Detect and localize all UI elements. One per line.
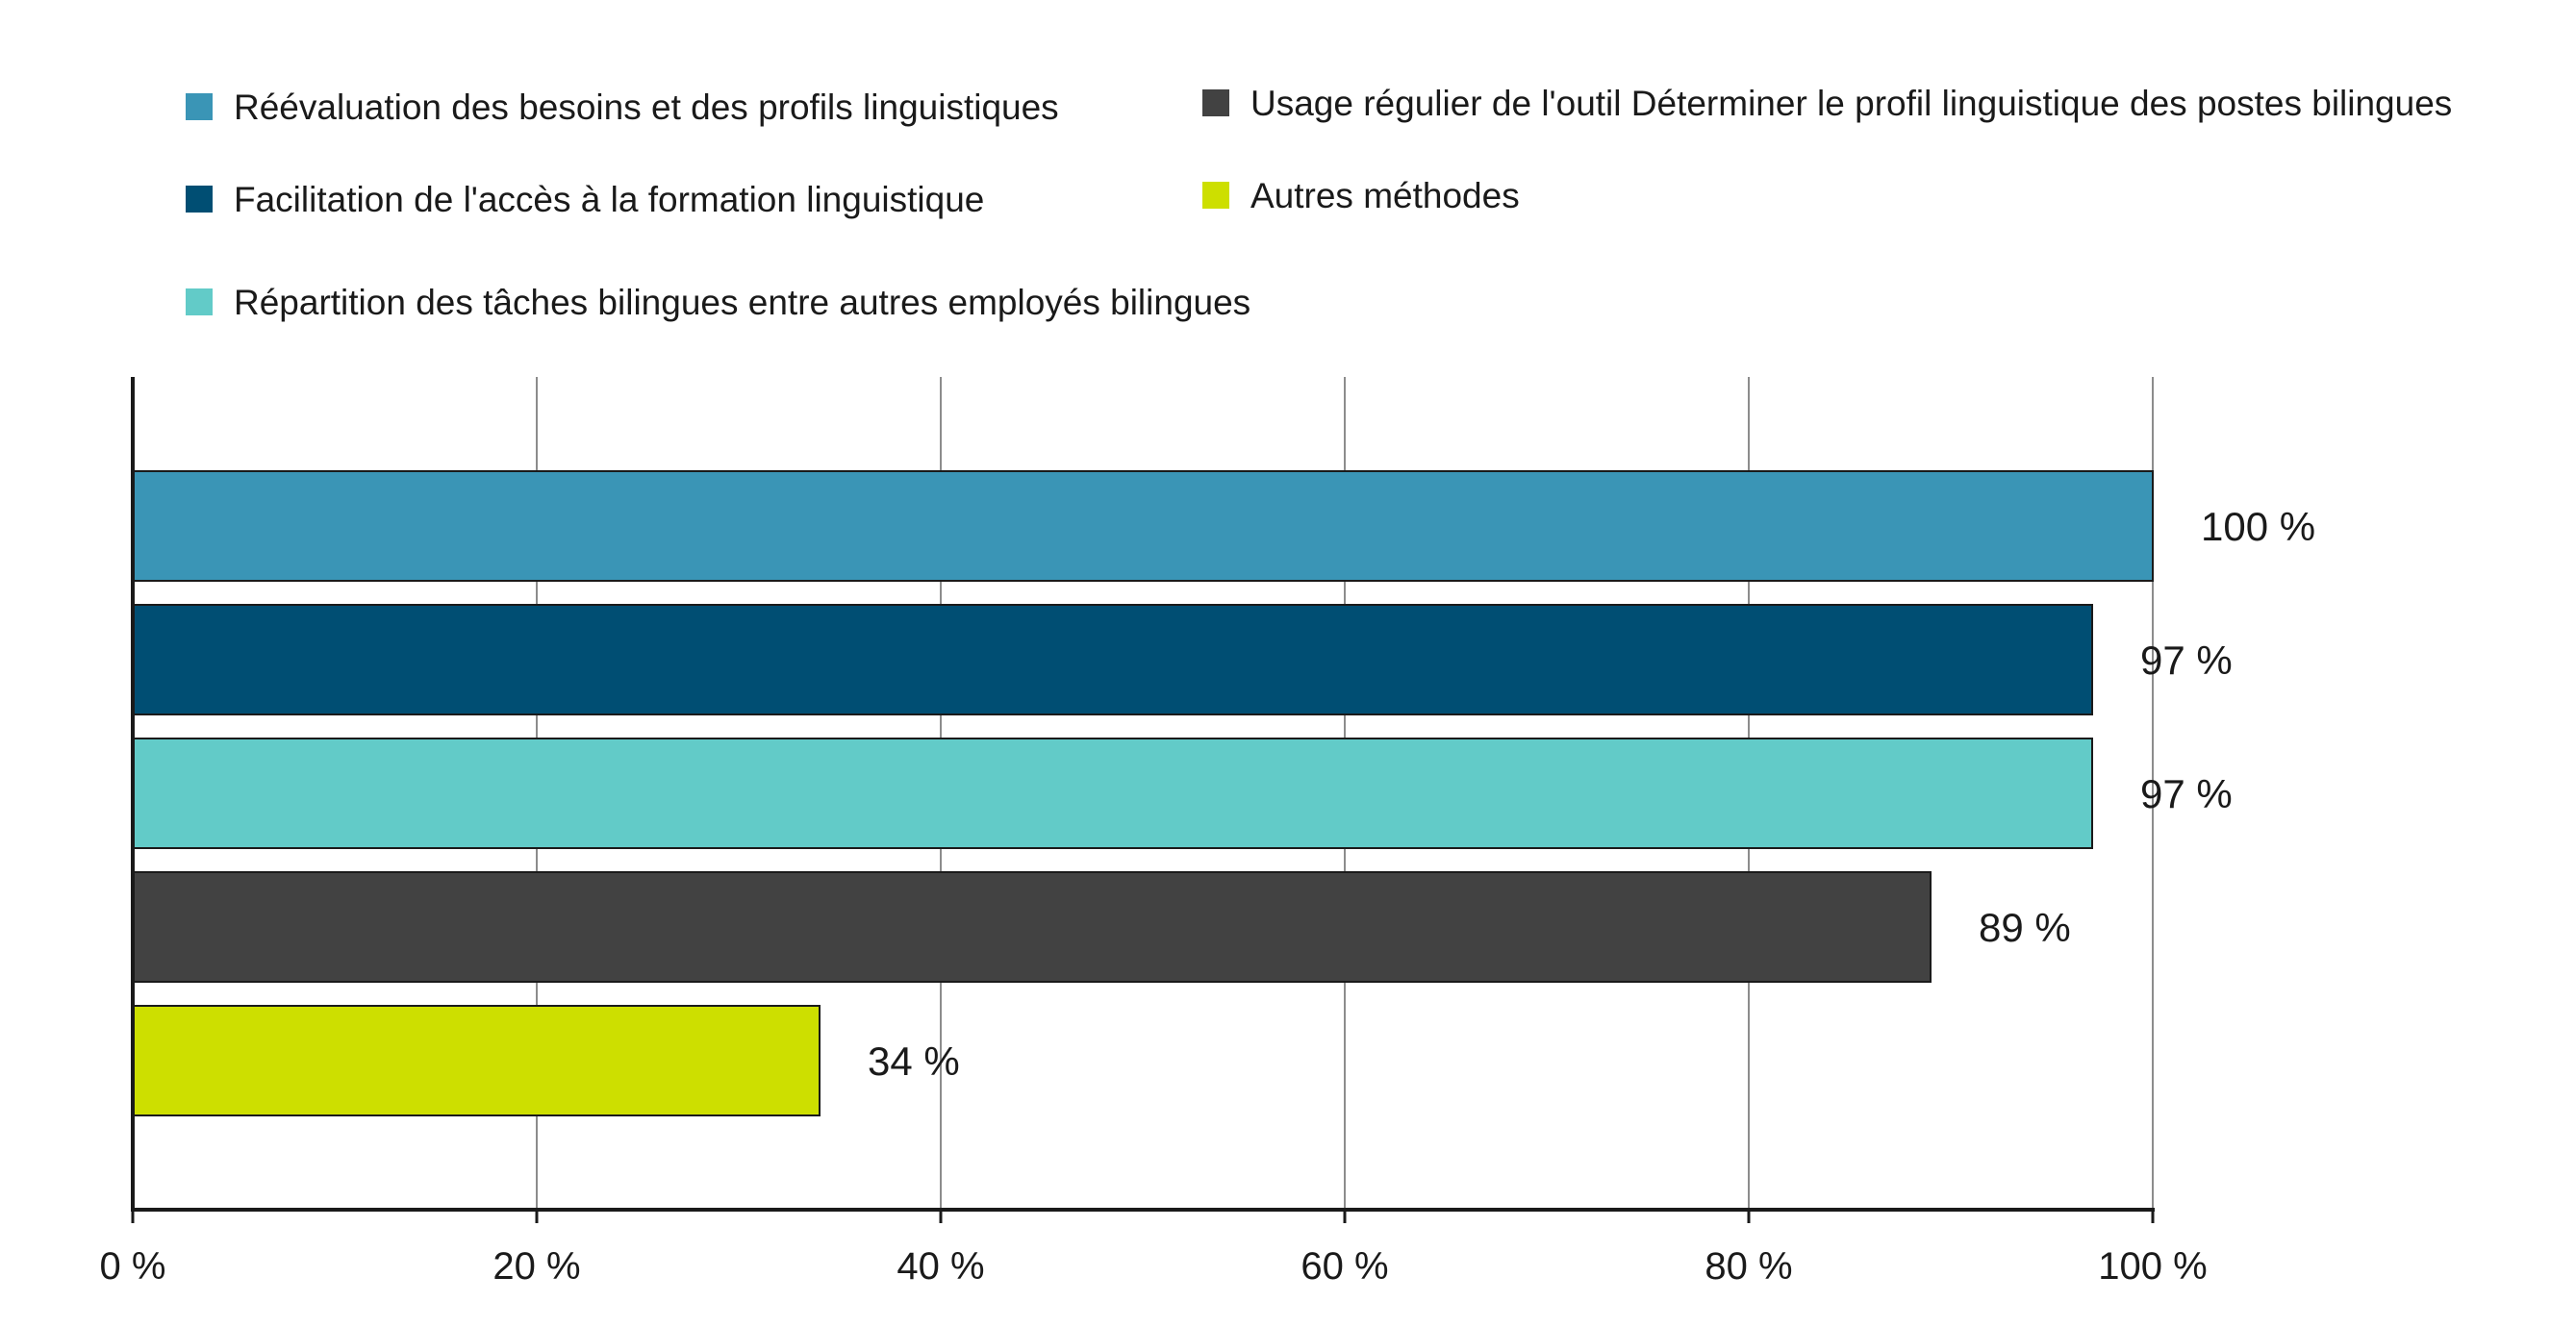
x-tick-label: 100 % — [2098, 1245, 2207, 1288]
bar-value-label: 34 % — [868, 1039, 960, 1084]
legend-label: Facilitation de l'accès à la formation l… — [234, 180, 984, 219]
bar — [132, 470, 2154, 582]
legend: Réévaluation des besoins et des profils … — [186, 84, 2452, 322]
bars — [132, 470, 2154, 1116]
bar-value-label: 97 % — [2140, 638, 2233, 683]
legend-item: Autres méthodes — [1202, 176, 1520, 215]
legend-swatch — [1202, 89, 1229, 116]
bar-value-label: 97 % — [2140, 771, 2233, 816]
legend-label: Autres méthodes — [1250, 176, 1520, 215]
bar-value-label: 89 % — [1979, 905, 2071, 950]
legend-item: Usage régulier de l'outil Déterminer le … — [1202, 84, 2452, 123]
legend-item: Facilitation de l'accès à la formation l… — [186, 180, 984, 219]
legend-swatch — [186, 186, 213, 213]
bar — [132, 1005, 821, 1116]
axes: 0 % 20 % 40 % 60 % 80 % 100 % — [100, 377, 2208, 1288]
value-labels: 100 % 97 % 97 % 89 % 34 % — [868, 504, 2315, 1084]
legend-item: Répartition des tâches bilingues entre a… — [186, 283, 1250, 322]
legend-swatch — [186, 93, 213, 120]
legend-swatch — [1202, 182, 1229, 209]
x-tick-label: 20 % — [492, 1245, 580, 1288]
x-tick-label: 40 % — [897, 1245, 984, 1288]
legend-label: Répartition des tâches bilingues entre a… — [234, 283, 1250, 322]
legend-label: Usage régulier de l'outil Déterminer le … — [1250, 84, 2452, 123]
x-tick-label: 60 % — [1301, 1245, 1388, 1288]
legend-item: Réévaluation des besoins et des profils … — [186, 88, 1059, 127]
bar — [132, 871, 1932, 983]
legend-label: Réévaluation des besoins et des profils … — [234, 88, 1059, 127]
bar-value-label: 100 % — [2201, 504, 2315, 549]
bar — [132, 604, 2093, 715]
x-tick-label: 80 % — [1705, 1245, 1792, 1288]
legend-swatch — [186, 288, 213, 315]
bar — [132, 738, 2093, 849]
x-tick-label: 0 % — [100, 1245, 166, 1288]
